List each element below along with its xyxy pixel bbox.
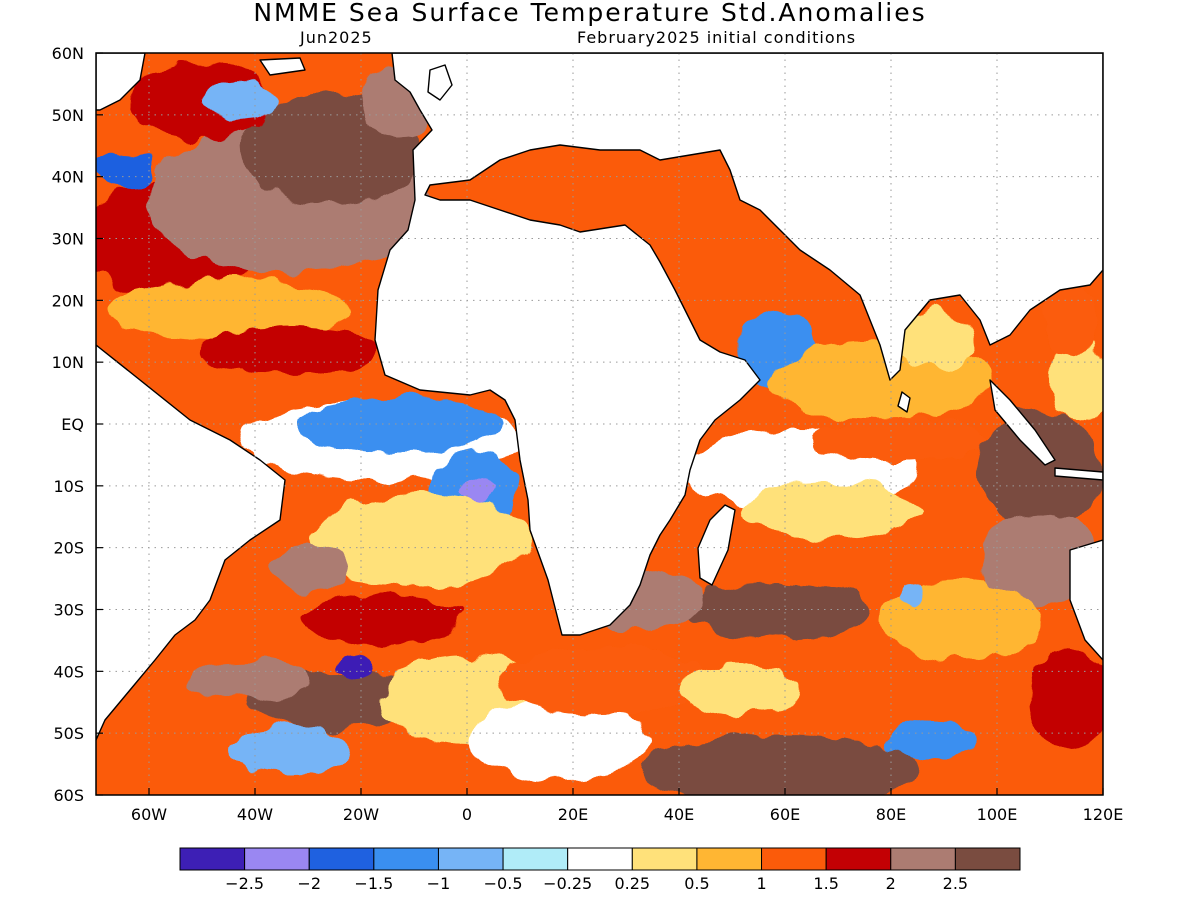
x-tick-label: 40E [664,805,694,824]
map-title: NMME Sea Surface Temperature Std.Anomali… [253,0,927,27]
colorbar-label: 2.5 [943,874,968,893]
colorbar-label: −2 [297,874,321,893]
y-tick-label: 20S [53,539,84,558]
colorbar-swatch [696,847,763,871]
y-tick-label: 40N [52,168,84,187]
australia-landmass [1069,539,1103,661]
y-tick-label: 50N [52,106,84,125]
colorbar-swatch [244,847,310,871]
colorbar-label: 0.25 [614,874,650,893]
sumatra-landmass [989,379,1056,466]
x-tick-label: 20E [558,805,588,824]
initial-conditions-label: February2025 initial conditions [577,28,857,47]
colorbar-swatch [761,847,827,871]
grid-lines [96,53,1103,795]
y-tick-label: 10S [53,477,84,496]
colorbar-swatch [631,847,698,871]
y-tick-label: 10N [52,353,84,372]
greenland-landmass [96,53,146,111]
colorbar-label: −0.5 [484,874,523,893]
british-isles-landmass [427,64,453,101]
colorbar-label: 2 [886,874,896,893]
y-tick-label: 50S [53,724,84,743]
y-tick-label: 30N [52,230,84,249]
south-america-landmass [96,344,286,741]
colorbar-label: 0.5 [684,874,709,893]
colorbar-label: −1 [427,874,451,893]
iceland-landmass [259,57,306,76]
colorbar-label: −0.25 [543,874,592,893]
madagascar-landmass [697,504,736,586]
x-tick-label: 100E [977,805,1018,824]
colorbar-swatch [890,847,956,871]
sri-lanka-landmass [897,391,911,413]
y-tick-label: 30S [53,601,84,620]
colorbar-swatch [567,847,633,871]
colorbar-swatch [954,847,1021,871]
x-tick-label: 80E [876,805,906,824]
colorbar-swatch [502,847,569,871]
valid-month-label: Jun2025 [300,28,373,47]
x-tick-label: 60W [131,805,167,824]
y-tick-label: 60N [52,44,84,63]
colorbar-label: −2.5 [225,874,264,893]
x-tick-label: 120E [1083,805,1124,824]
colorbar-swatch [825,847,892,871]
x-tick-label: 20W [343,805,379,824]
x-axis-ticks: 60W 40W 20W 0 20E 40E 60E 80E 100E 120E [131,788,1123,824]
europe-africa-landmass [374,53,1103,636]
colorbar: −2.5 −2 −1.5 −1 −0.5 −0.25 0.25 0.5 1 1.5 2 2.5 [179,847,1021,893]
y-axis-ticks: 60N 50N 40N 30N 20N 10N EQ 10S 20S 30S 40S 50S 60S [52,44,103,805]
java-landmass [1054,467,1103,481]
x-tick-label: 60E [770,805,800,824]
y-tick-label: 20N [52,291,84,310]
colorbar-label: 1.5 [813,874,838,893]
x-tick-label: 0 [462,805,472,824]
colorbar-label: −1.5 [354,874,393,893]
x-tick-label: 40W [237,805,273,824]
landmass-layer [96,53,1103,741]
colorbar-label: 1 [756,874,766,893]
y-tick-label: 40S [53,662,84,681]
colorbar-swatch [437,847,504,871]
colorbar-swatch [373,847,439,871]
colorbar-swatch [308,847,375,871]
colorbar-swatch [179,847,246,871]
y-tick-label: EQ [61,415,84,434]
y-tick-label: 60S [53,786,84,805]
